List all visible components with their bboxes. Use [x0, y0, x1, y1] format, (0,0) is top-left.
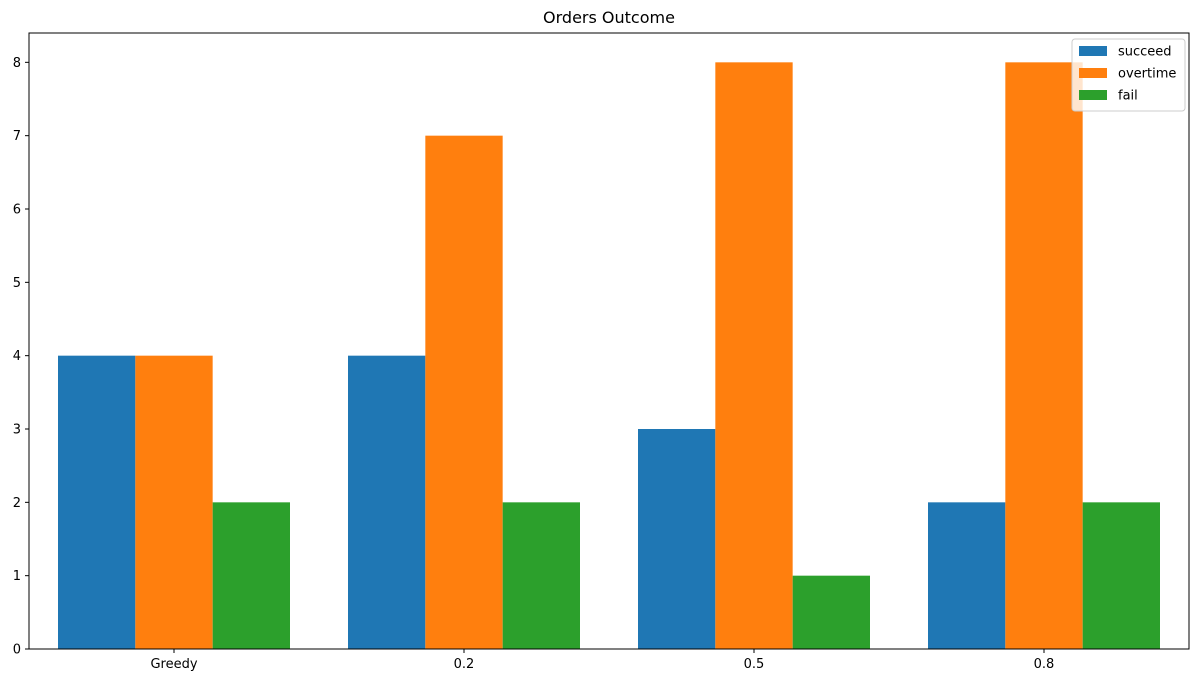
bar-overtime-0.8 — [1005, 62, 1083, 649]
bar-fail-0.5 — [792, 575, 870, 649]
y-tick-label: 0 — [13, 643, 21, 658]
bar-overtime-0.2 — [425, 135, 503, 650]
bar-succeed-0.2 — [348, 355, 426, 649]
legend-swatch-overtime — [1079, 68, 1107, 78]
y-tick-label: 5 — [13, 276, 21, 291]
x-axis: Greedy 0.2 0.5 0.8 — [150, 649, 1054, 672]
y-axis: 0 1 2 3 4 5 6 7 8 — [13, 56, 29, 658]
bar-overtime-Greedy — [135, 355, 213, 649]
bar-fail-Greedy — [212, 502, 290, 649]
x-tick-label: Greedy — [150, 657, 197, 672]
y-tick-label: 8 — [13, 56, 21, 71]
legend-label-overtime: overtime — [1118, 67, 1176, 82]
legend-label-fail: fail — [1118, 89, 1138, 104]
bar-succeed-0.8 — [928, 502, 1006, 649]
bars-group — [58, 62, 1160, 650]
legend-label-succeed: succeed — [1118, 45, 1172, 60]
y-tick-label: 4 — [13, 349, 21, 364]
x-tick-label: 0.5 — [744, 657, 765, 672]
chart-title: Orders Outcome — [543, 8, 675, 27]
x-tick-label: 0.8 — [1034, 657, 1055, 672]
bar-overtime-0.5 — [715, 62, 793, 649]
plot-frame — [28, 32, 1190, 650]
bar-fail-0.2 — [502, 502, 580, 649]
bar-succeed-0.5 — [638, 429, 716, 649]
y-tick-label: 1 — [13, 569, 21, 584]
x-tick-label: 0.2 — [454, 657, 475, 672]
y-tick-label: 6 — [13, 203, 21, 218]
y-tick-label: 3 — [13, 423, 21, 438]
y-tick-label: 2 — [13, 496, 21, 511]
bar-fail-0.8 — [1082, 502, 1160, 649]
legend: succeed overtime fail — [1071, 38, 1186, 112]
legend-swatch-fail — [1079, 90, 1107, 100]
legend-swatch-succeed — [1079, 46, 1107, 56]
bar-succeed-Greedy — [58, 355, 136, 649]
y-tick-label: 7 — [13, 129, 21, 144]
